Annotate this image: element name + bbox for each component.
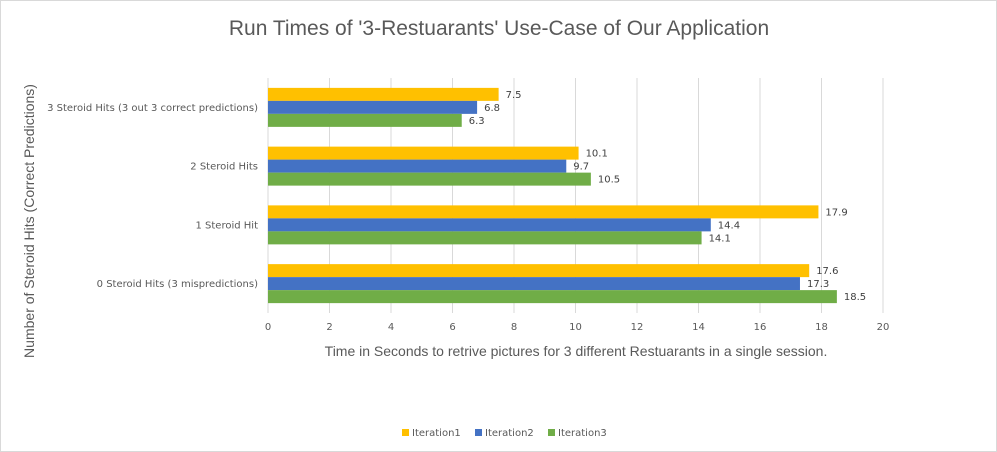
- category-label: 3 Steroid Hits (3 out 3 correct predicti…: [47, 103, 258, 114]
- bar-iteration2: [268, 277, 800, 291]
- bar-iteration3: [268, 231, 702, 245]
- x-tick-label: 2: [326, 322, 332, 333]
- data-label: 14.4: [718, 220, 740, 231]
- x-axis-title: Time in Seconds to retrive pictures for …: [325, 343, 828, 359]
- legend-swatch: [548, 429, 555, 436]
- category-label: 0 Steroid Hits (3 mispredictions): [97, 279, 258, 290]
- category-label: 1 Steroid Hit: [196, 220, 259, 231]
- bar-iteration1: [268, 205, 819, 219]
- bar-iteration3: [268, 172, 591, 186]
- y-axis-title: Number of Steroid Hits (Correct Predicti…: [21, 84, 37, 358]
- data-label: 7.5: [506, 90, 522, 101]
- data-label: 17.6: [816, 266, 838, 277]
- legend: Iteration1 Iteration2 Iteration3: [402, 428, 607, 439]
- legend-swatch: [475, 429, 482, 436]
- x-tick-label: 18: [815, 322, 828, 333]
- data-label: 9.7: [573, 162, 589, 173]
- data-label: 17.9: [825, 207, 847, 218]
- x-tick-label: 20: [877, 322, 890, 333]
- x-tick-label: 0: [265, 322, 271, 333]
- data-label: 6.3: [469, 116, 485, 127]
- x-tick-label: 14: [692, 322, 705, 333]
- x-axis-ticks: 0 2 4 6 8 10 12 14 16 18 20: [265, 322, 890, 333]
- x-tick-label: 10: [569, 322, 582, 333]
- x-tick-label: 12: [631, 322, 644, 333]
- legend-label: Iteration1: [412, 428, 461, 439]
- bar-iteration3: [268, 290, 837, 304]
- data-label: 17.3: [807, 279, 829, 290]
- data-label: 14.1: [709, 233, 731, 244]
- data-label: 18.5: [844, 292, 866, 303]
- legend-label: Iteration2: [485, 428, 534, 439]
- bar-iteration1: [268, 264, 810, 278]
- x-tick-label: 8: [511, 322, 517, 333]
- bar-iteration1: [268, 146, 579, 160]
- bar-iteration1: [268, 87, 499, 101]
- category-label: 2 Steroid Hits: [190, 162, 258, 173]
- data-label: 6.8: [484, 103, 500, 114]
- x-tick-label: 6: [449, 322, 455, 333]
- x-tick-label: 4: [388, 322, 394, 333]
- bar-iteration2: [268, 100, 478, 114]
- bars: [268, 87, 837, 304]
- bar-iteration3: [268, 113, 462, 127]
- data-label: 10.5: [598, 175, 620, 186]
- x-tick-label: 16: [754, 322, 767, 333]
- data-labels: 7.5 6.8 6.3 10.1 9.7 10.5 17.9 14.4 14.1 17.6 17.3…: [469, 90, 866, 303]
- data-label: 10.1: [586, 149, 608, 160]
- y-axis-categories: 3 Steroid Hits (3 out 3 correct predicti…: [47, 103, 258, 290]
- bar-iteration2: [268, 218, 711, 232]
- bar-iteration2: [268, 159, 567, 173]
- legend-label: Iteration3: [558, 428, 607, 439]
- chart-title: Run Times of '3-Restuarants' Use-Case of…: [229, 17, 769, 40]
- legend-swatch: [402, 429, 409, 436]
